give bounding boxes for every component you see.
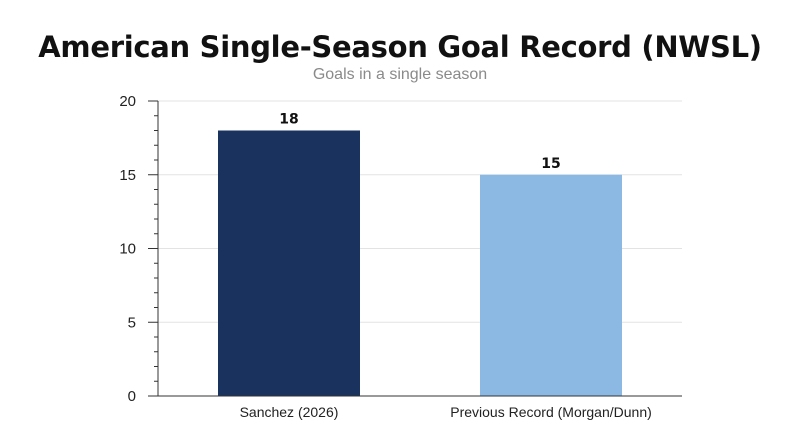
y-tick-label: 0 xyxy=(128,388,136,405)
bars xyxy=(218,130,622,396)
x-category-label: Sanchez (2026) xyxy=(240,404,339,420)
y-tick-label: 10 xyxy=(119,241,136,258)
y-tick-label: 15 xyxy=(119,167,136,184)
x-category-label: Previous Record (Morgan/Dunn) xyxy=(450,404,652,420)
data-label: 15 xyxy=(541,156,560,172)
y-tick-label: 5 xyxy=(128,314,136,331)
data-label: 18 xyxy=(279,112,298,128)
bar xyxy=(480,174,622,396)
bar xyxy=(218,130,360,396)
y-tick-label: 20 xyxy=(119,93,136,110)
chart-subtitle: Goals in a single season xyxy=(312,66,488,83)
chart-title: American Single-Season Goal Record (NWSL… xyxy=(38,30,762,64)
y-axis: 0 5 10 15 20 xyxy=(119,93,159,405)
x-axis: Sanchez (2026) Previous Record (Morgan/Du… xyxy=(158,395,682,420)
